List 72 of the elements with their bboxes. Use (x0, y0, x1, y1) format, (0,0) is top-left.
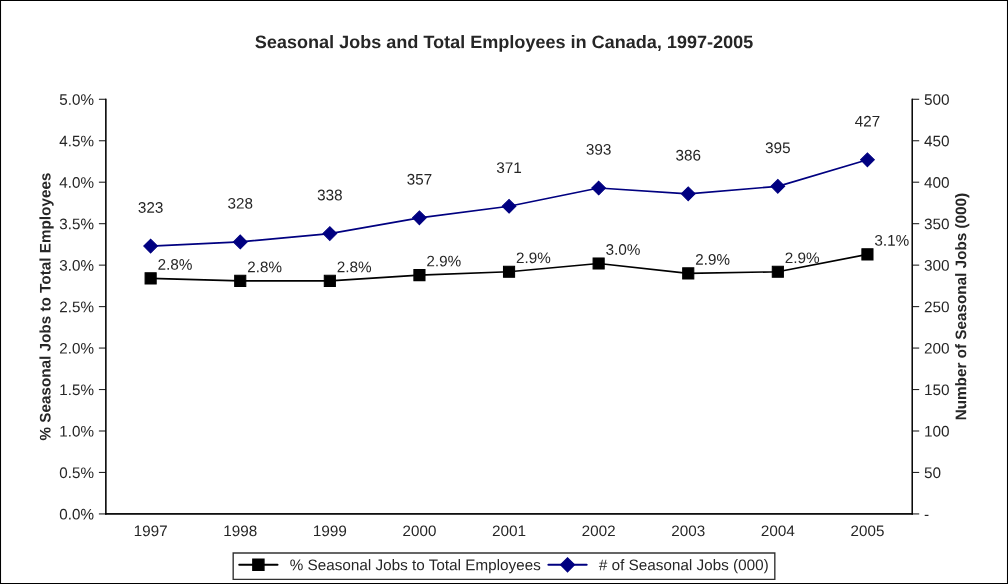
point (232, 234, 248, 250)
data-label: 323 (138, 202, 163, 213)
point (771, 265, 784, 278)
y-tick-label: 2.0% (59, 342, 94, 354)
x-tick-label: 2002 (582, 525, 615, 537)
chart-title: Seasonal Jobs and Total Employees in Canada, 1997-2005 (255, 35, 753, 52)
legend-label: % Seasonal Jobs to Total Employees (290, 559, 541, 574)
x-tick-label: 2005 (851, 525, 884, 537)
point (322, 226, 338, 242)
y2-tick-label: 150 (925, 384, 949, 396)
y2-tick-label: 450 (924, 135, 949, 147)
y2-tick-label: 400 (924, 177, 949, 188)
data-label: 338 (317, 189, 342, 201)
y-tick-label: 3.0% (59, 260, 94, 271)
point (323, 274, 336, 287)
data-label: 2.9% (427, 255, 461, 267)
point (144, 272, 157, 285)
point (591, 180, 607, 196)
point (412, 210, 427, 226)
y2-tick-label: 350 (924, 218, 949, 230)
point (592, 257, 605, 270)
y-tick-label: 2.5% (59, 301, 94, 313)
point (143, 238, 159, 254)
y2-tick-label: 100 (925, 425, 949, 437)
point (234, 274, 247, 287)
data-label: 3.0% (606, 244, 640, 255)
data-label: 2.9% (785, 252, 820, 264)
y-tick-label: 4.0% (59, 177, 94, 188)
data-label: 386 (676, 149, 701, 161)
data-label: 357 (407, 173, 432, 185)
data-label: 427 (855, 115, 880, 127)
data-label: 328 (228, 197, 253, 209)
y2-tick-label: 200 (924, 342, 949, 354)
y2-tick-label: - (924, 514, 929, 516)
y-tick-label: 0.5% (59, 467, 94, 479)
y2-tick-label: 250 (924, 301, 949, 313)
data-label: 2.8% (158, 259, 192, 270)
y-tick-label: 4.5% (59, 135, 94, 147)
y2-tick-label: 300 (924, 260, 949, 271)
legend-label: # of Seasonal Jobs (000) (598, 559, 768, 574)
data-label: 371 (496, 162, 522, 174)
y2-tick-label: 50 (924, 467, 941, 479)
y-tick-label: 1.5% (60, 384, 94, 396)
point (682, 267, 695, 280)
x-tick-label: 1997 (134, 525, 167, 537)
y-tick-label: 0.0% (59, 508, 94, 520)
point (770, 178, 786, 194)
x-tick-label: 1999 (314, 525, 347, 537)
x-tick-label: 2004 (761, 525, 795, 537)
data-label: 395 (765, 142, 790, 154)
data-label: 2.8% (337, 261, 372, 273)
point (860, 152, 875, 168)
point (680, 186, 696, 202)
y2-axis-title: Number of Seasonal Jobs (000) (955, 193, 970, 420)
x-tick-label: 2000 (403, 525, 436, 537)
x-tick-label: 2003 (672, 525, 705, 537)
data-label: 3.1% (874, 234, 909, 246)
x-tick-label: 1998 (224, 525, 257, 537)
y-tick-label: 3.5% (59, 218, 94, 230)
point (413, 269, 426, 282)
x-tick-label: 2001 (492, 525, 526, 537)
data-label: 393 (586, 144, 611, 155)
point (502, 265, 516, 278)
data-label: 2.9% (695, 254, 730, 265)
y2-tick-label: 500 (924, 94, 949, 105)
y-tick-label: 1.0% (60, 425, 94, 437)
y-tick-label: 5.0% (59, 94, 94, 105)
data-label: 2.9% (516, 252, 551, 264)
data-label: 2.8% (247, 261, 282, 273)
point (861, 248, 874, 261)
y-axis-title: % Seasonal Jobs to Total Employees (39, 173, 54, 441)
point (501, 198, 517, 214)
